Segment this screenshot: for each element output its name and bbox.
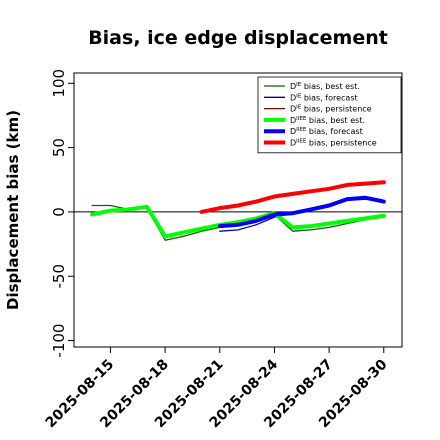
series-line-6	[199, 180, 386, 214]
legend-label-5: DIIEE bias, forecast	[290, 127, 363, 136]
y-tick-label: -50	[50, 264, 68, 289]
y-tick-label: -100	[50, 324, 68, 358]
legend-box	[257, 76, 402, 154]
plot-frame	[73, 72, 403, 348]
legend: DIE bias, best est. DIE bias, forecast DIE…	[257, 76, 402, 154]
chart-title: Bias, ice edge displacement	[88, 27, 388, 49]
y-tick-label: 100	[50, 69, 68, 98]
y-tick-label: 0	[50, 207, 68, 217]
y-tick-label: 50	[50, 138, 68, 157]
series-line-4	[90, 204, 386, 239]
legend-label-4: DIIEE bias, best est.	[290, 116, 365, 125]
y-axis-label: Displacement bias (km)	[4, 110, 22, 310]
legend-label-3: DIE bias, persistence	[290, 105, 372, 114]
legend-label-1: DIE bias, best est.	[290, 82, 360, 91]
legend-label-6: DIIEE bias, persistence	[290, 139, 377, 148]
legend-label-2: DIE bias, forecast	[290, 93, 358, 102]
series-line-5	[217, 195, 386, 229]
